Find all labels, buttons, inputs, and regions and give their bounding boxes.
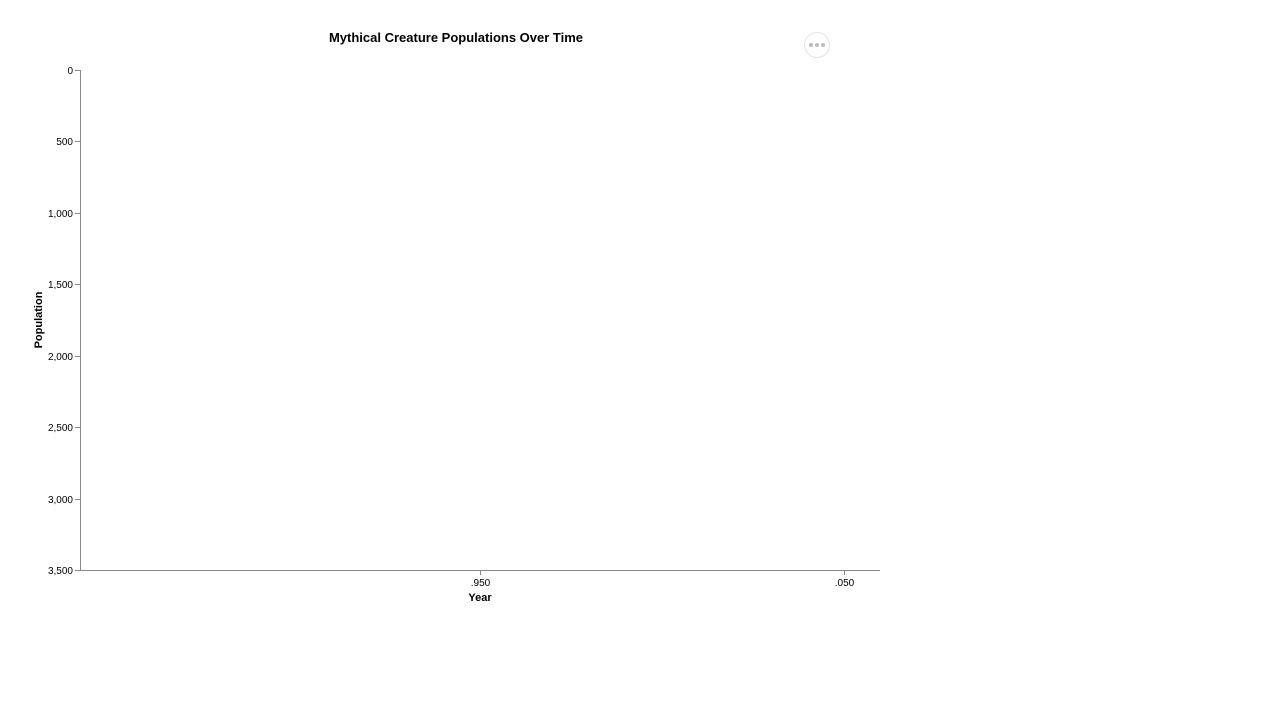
y-tick-label: 1,000 <box>48 209 73 220</box>
chart-title: Mythical Creature Populations Over Time <box>329 30 583 45</box>
y-tick-label: 2,000 <box>48 352 73 363</box>
chart-actions-button[interactable] <box>804 32 830 58</box>
y-tick-label: 2,500 <box>48 423 73 434</box>
y-tick-label: 3,500 <box>48 566 73 577</box>
x-axis: .950 .050 <box>80 570 880 589</box>
x-tick-label: .050 <box>835 578 855 589</box>
more-horizontal-icon <box>809 43 813 47</box>
more-horizontal-icon-dot <box>821 43 825 47</box>
y-tick-label: 0 <box>67 66 73 77</box>
x-tick-label: .950 <box>471 578 491 589</box>
y-tick-label: 500 <box>56 137 73 148</box>
x-axis-title: Year <box>468 592 492 604</box>
y-tick-label: 1,500 <box>48 280 73 291</box>
y-axis: 0 500 1,000 1,500 2,000 2,500 3,000 3,500 <box>48 66 81 577</box>
y-tick-label: 3,000 <box>48 495 73 506</box>
more-horizontal-icon-dot <box>815 43 819 47</box>
y-axis-title: Population <box>33 291 45 348</box>
